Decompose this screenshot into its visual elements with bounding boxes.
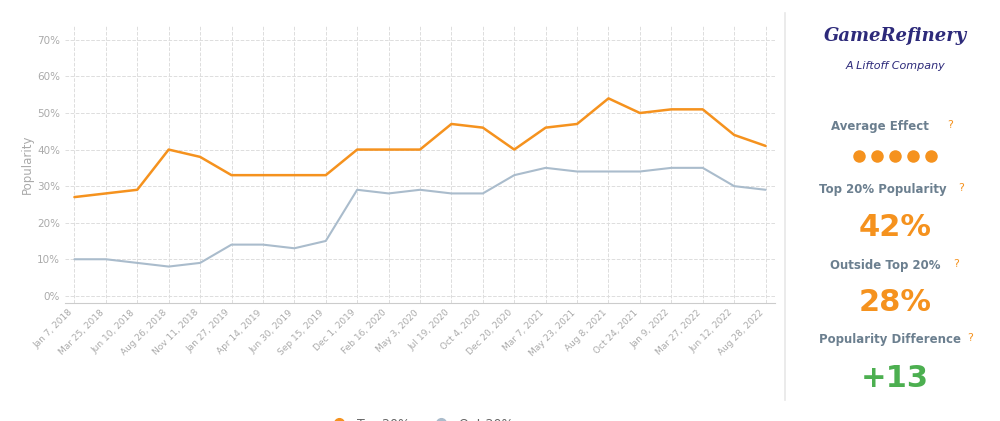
Text: ?: ? — [967, 333, 973, 343]
Text: ?: ? — [947, 120, 953, 130]
Text: A Liftoff Company: A Liftoff Company — [845, 61, 945, 71]
Text: 28%: 28% — [858, 288, 932, 317]
Text: Average Effect: Average Effect — [831, 120, 929, 133]
Text: Outside Top 20%: Outside Top 20% — [830, 259, 940, 272]
Legend: Top 20%, Out 20%: Top 20%, Out 20% — [322, 413, 518, 421]
Text: 42%: 42% — [858, 213, 932, 242]
Y-axis label: Popularity: Popularity — [21, 134, 34, 194]
Text: Popularity Difference: Popularity Difference — [819, 333, 961, 346]
Text: ?: ? — [958, 183, 964, 193]
Text: Top 20% Popularity: Top 20% Popularity — [819, 183, 947, 196]
Text: ?: ? — [953, 259, 959, 269]
Text: GameRefinery: GameRefinery — [823, 27, 967, 45]
Text: +13: +13 — [861, 364, 929, 393]
